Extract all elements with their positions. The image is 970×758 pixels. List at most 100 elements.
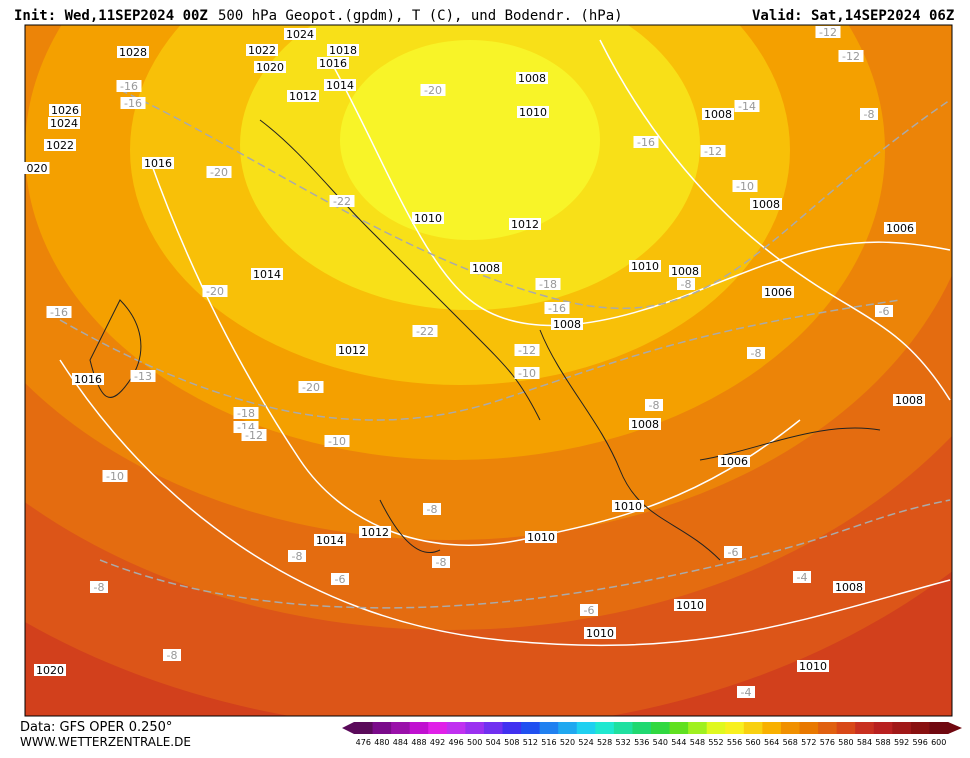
colorbar-label: 568 [783,738,798,747]
map-title: 500 hPa Geopot.(gpdm), T (C), und Bodend… [218,8,623,24]
temperature-label: -20 [424,84,442,97]
temperature-label-box [737,686,755,698]
temperature-label: -6 [879,305,890,318]
colorbar-swatch [669,722,689,734]
pressure-label-box [750,198,782,210]
pressure-label: 1008 [472,262,500,275]
temperature-label: -8 [292,550,303,563]
colorbar-label: 500 [467,738,482,747]
pressure-label-box [669,265,701,277]
pressure-label-box [117,46,149,58]
pressure-label-box [287,90,319,102]
colorbar-swatch [483,722,503,734]
data-source: Data: GFS OPER 0.250° [20,720,172,735]
temperature-label: -8 [167,649,178,662]
colorbar-label: 584 [857,738,872,747]
temperature-label-box [298,381,324,393]
temperature-label-box [645,399,663,411]
temperature-label-box [580,604,598,616]
temperature-label-box [633,136,659,148]
pressure-label-box [584,627,616,639]
colorbar-label: 576 [820,738,835,747]
temperature-label: -4 [797,571,808,584]
temperature-label: -6 [584,604,595,617]
colorbar-label: 508 [504,738,519,747]
temperature-label-box [46,306,72,318]
pressure-label-box [412,212,444,224]
temperature-label: -12 [245,429,263,442]
temperature-label-box [116,80,142,92]
temperature-label-box [329,195,355,207]
valid-time: Valid: Sat,14SEP2024 06Z [752,8,954,24]
colorbar-label: 548 [690,738,705,747]
temperature-label-box [677,278,695,290]
temperature-label: -16 [120,80,138,93]
temperature-label-box [102,470,128,482]
colorbar-label: 540 [653,738,668,747]
temperature-label: -18 [237,407,255,420]
temperature-label: -20 [302,381,320,394]
temperature-label: -12 [704,145,722,158]
colorbar-swatch [428,722,448,734]
pressure-label: 1008 [704,108,732,121]
temperature-label: -4 [741,686,752,699]
colorbar-swatch [780,722,800,734]
colorbar-swatch [892,722,912,734]
temperature-label: -8 [94,581,105,594]
temperature-label: -16 [548,302,566,315]
colorbar-swatch [873,722,893,734]
temperature-label-box [724,546,742,558]
pressure-label: 1028 [119,46,147,59]
colorbar-label: 592 [894,738,909,747]
pressure-label: 1016 [144,157,172,170]
colorbar-swatch [521,722,541,734]
pressure-label-box [336,344,368,356]
temperature-label-box [432,556,450,568]
pressure-label: 1016 [74,373,102,386]
pressure-label-box [142,157,174,169]
pressure-label: 1008 [835,581,863,594]
pressure-label-box [674,599,706,611]
pressure-label-box [254,61,286,73]
pressure-label-box [327,44,359,56]
colorbar-label: 572 [801,738,816,747]
temperature-label-box [412,325,438,337]
colorbar-label: 588 [875,738,890,747]
pressure-label: 1010 [414,212,442,225]
pressure-label: 1010 [614,500,642,513]
temperature-label: -6 [335,573,346,586]
temperature-label-box [514,367,540,379]
colorbar-swatch [725,722,745,734]
pressure-label: 1008 [553,318,581,331]
pressure-label: 1010 [676,599,704,612]
pressure-label-box [314,534,346,546]
pressure-label: 1012 [338,344,366,357]
pressure-label: 1014 [253,268,281,281]
pressure-label-box [893,394,925,406]
pressure-label-box [359,526,391,538]
colorbar-label: 504 [486,738,501,747]
temperature-label: -8 [751,347,762,360]
temperature-label: -8 [649,399,660,412]
colorbar-swatch [836,722,856,734]
temperature-label-box [233,407,259,419]
colorbar-label: 600 [931,738,946,747]
temperature-label-box [544,302,570,314]
colorbar: 476 480 484 488 492 496 500 504 508 512 516 520 524 5… [342,722,962,747]
colorbar-end [948,722,962,734]
pressure-label-box [612,500,644,512]
pressure-label: 1024 [286,28,314,41]
temperature-label: -8 [681,278,692,291]
colorbar-label: 536 [634,738,649,747]
site-name: WWW.WETTERZENTRALE.DE [20,735,191,749]
colorbar-label: 532 [616,738,631,747]
pressure-label-box [470,262,502,274]
temperature-label: -10 [736,180,754,193]
temperature-label-box [793,571,811,583]
temperature-label: -16 [637,136,655,149]
temperature-label-box [420,84,446,96]
temperature-label-box [331,573,349,585]
colorbar-swatch [465,722,485,734]
temperature-label: -8 [864,108,875,121]
colorbar-swatch [632,722,652,734]
